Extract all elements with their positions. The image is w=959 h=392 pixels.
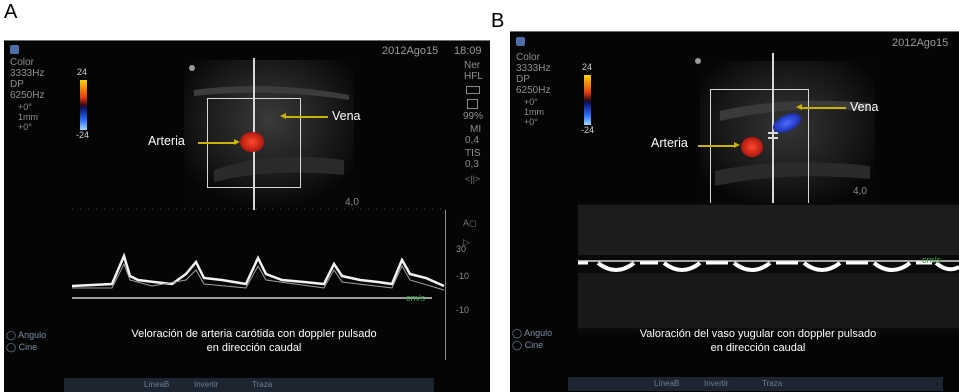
panel-b-top-rule (510, 31, 959, 32)
doppler-cursor-line[interactable] (772, 53, 774, 228)
vein-pointer-arrow (802, 107, 846, 109)
menu-angle[interactable]: ◯ Angulo (512, 328, 552, 339)
param-angle: +0° (524, 97, 538, 107)
toolbar-invert[interactable]: Invertir (704, 379, 728, 388)
color-scale-min: -24 (76, 130, 89, 140)
param-dp: DP (516, 74, 530, 85)
depth-value: 4,0 (853, 186, 867, 197)
param-gate: 1mm (18, 112, 38, 122)
artery-pointer-arrow (698, 145, 734, 147)
scale-tick-neg10-a: -10 (456, 271, 469, 281)
scan-time: 18:09 (454, 45, 482, 57)
color-scale-min: -24 (581, 125, 594, 135)
scan-date: 2012Ago15 (382, 45, 438, 57)
label-vein: Vena (850, 100, 879, 114)
param-ner: Ner (464, 60, 480, 71)
triangle-icon: ▷ (463, 237, 470, 248)
param-mi-label: MI (470, 124, 481, 135)
panel-a-ultrasound: Color 3333Hz DP 6250Hz +0° 1mm +0° 24 -2… (4, 40, 490, 392)
param-color-freq: 3333Hz (10, 68, 44, 79)
panel-a-letter: A (4, 1, 17, 24)
caption-line-1: Veloración de arteria carótida con doppl… (74, 327, 434, 341)
scan-date: 2012Ago15 (892, 37, 948, 49)
panel-b-letter: B (491, 10, 504, 33)
zoom-icon: <||> (465, 174, 480, 184)
toolbar-invert[interactable]: Invertir (194, 380, 218, 389)
bottom-toolbar: LíneaB Invertir Traza (568, 377, 943, 391)
param-dp-freq: 6250Hz (10, 90, 44, 101)
menu-cine-label: Cine (525, 340, 544, 350)
spectral-waveform (578, 203, 959, 333)
param-tis-label: TIS (465, 148, 481, 159)
color-scale-bar (584, 75, 591, 125)
artery-flow-signal (741, 137, 763, 157)
param-dp-freq: 6250Hz (516, 85, 550, 96)
probe-icon (10, 45, 19, 54)
label-artery: Arteria (148, 134, 185, 148)
param-color-freq: 3333Hz (516, 63, 550, 74)
toolbar-trace[interactable]: Traza (252, 380, 272, 389)
spectral-waveform (72, 208, 452, 333)
depth-value: 4,0 (345, 197, 359, 208)
caption-line-1: Valoración del vaso yugular con doppler … (568, 327, 948, 341)
param-angle: +0° (18, 102, 32, 112)
param-color: Color (10, 57, 34, 68)
color-scale-max: 24 (582, 62, 592, 72)
param-dp: DP (10, 79, 24, 90)
sample-gate-bottom (768, 137, 778, 139)
vein-pointer-arrow (286, 116, 328, 118)
label-vein: Vena (332, 109, 361, 123)
toolbar-baseline[interactable]: LíneaB (654, 379, 679, 388)
toolbar-trace[interactable]: Traza (762, 379, 782, 388)
label-artery: Arteria (651, 136, 688, 150)
menu-cine-label: Cine (19, 342, 38, 352)
color-scale-max: 24 (77, 67, 87, 77)
param-mi-value: 0,4 (465, 135, 479, 146)
param-power: 99% (463, 111, 483, 122)
menu-angle-label: Angulo (524, 328, 552, 338)
artery-pointer-arrow (198, 142, 234, 144)
bottom-toolbar: LíneaB Invertir Traza (64, 378, 434, 392)
probe-icon (516, 37, 525, 46)
velocity-unit-label: cm/s (406, 293, 425, 303)
artery-flow-signal (240, 132, 264, 152)
param-tis-value: 0,3 (465, 159, 479, 170)
color-scale-bar (80, 80, 87, 130)
toolbar-baseline[interactable]: LíneaB (144, 380, 169, 389)
param-gate: 1mm (524, 107, 544, 117)
lock-icon (467, 99, 478, 109)
panel-b-ultrasound: Color 3333Hz DP 6250Hz +0° 1mm +0° 24 -2… (510, 31, 959, 392)
battery-icon (466, 86, 480, 94)
scale-axis-line (445, 210, 446, 360)
velocity-unit-label: cm/s (922, 255, 941, 265)
caption-line-2: en dirección caudal (74, 341, 434, 355)
menu-angle[interactable]: ◯ Angulo (6, 330, 46, 341)
steer-icon: A◻ (463, 218, 476, 229)
menu-cine[interactable]: ◯ Cine (6, 342, 37, 353)
menu-angle-label: Angulo (18, 330, 46, 340)
param-steer: +0° (18, 122, 32, 132)
caption-line-2: en dirección caudal (568, 341, 948, 355)
menu-cine[interactable]: ◯ Cine (512, 340, 543, 351)
scale-tick-neg10-b: -10 (456, 305, 469, 315)
param-color: Color (516, 52, 540, 63)
param-steer: +0° (524, 117, 538, 127)
panel-a-top-rule (4, 40, 490, 41)
param-hfl: HFL (464, 71, 483, 82)
